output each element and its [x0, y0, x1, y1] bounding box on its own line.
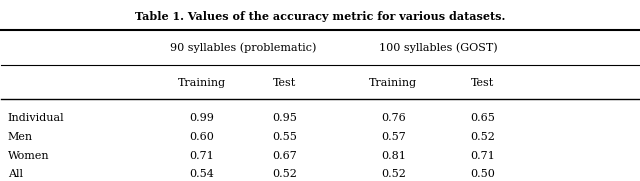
Text: 0.99: 0.99	[189, 113, 214, 123]
Text: 90 syllables (problematic): 90 syllables (problematic)	[170, 42, 317, 53]
Text: 100 syllables (GOST): 100 syllables (GOST)	[379, 42, 497, 53]
Text: 0.67: 0.67	[273, 151, 298, 161]
Text: 0.52: 0.52	[381, 169, 406, 179]
Text: 0.81: 0.81	[381, 151, 406, 161]
Text: Training: Training	[178, 78, 226, 88]
Text: 0.50: 0.50	[470, 169, 495, 179]
Text: All: All	[8, 169, 23, 179]
Text: 0.60: 0.60	[189, 132, 214, 142]
Text: Women: Women	[8, 151, 49, 161]
Text: Test: Test	[273, 78, 296, 88]
Text: Training: Training	[369, 78, 417, 88]
Text: Table 1. Values of the accuracy metric for various datasets.: Table 1. Values of the accuracy metric f…	[135, 11, 505, 22]
Text: 0.71: 0.71	[470, 151, 495, 161]
Text: 0.71: 0.71	[189, 151, 214, 161]
Text: Test: Test	[471, 78, 494, 88]
Text: 0.76: 0.76	[381, 113, 406, 123]
Text: Individual: Individual	[8, 113, 65, 123]
Text: 0.52: 0.52	[470, 132, 495, 142]
Text: Men: Men	[8, 132, 33, 142]
Text: 0.54: 0.54	[189, 169, 214, 179]
Text: 0.65: 0.65	[470, 113, 495, 123]
Text: 0.55: 0.55	[273, 132, 298, 142]
Text: 0.57: 0.57	[381, 132, 406, 142]
Text: 0.52: 0.52	[273, 169, 298, 179]
Text: 0.95: 0.95	[273, 113, 298, 123]
